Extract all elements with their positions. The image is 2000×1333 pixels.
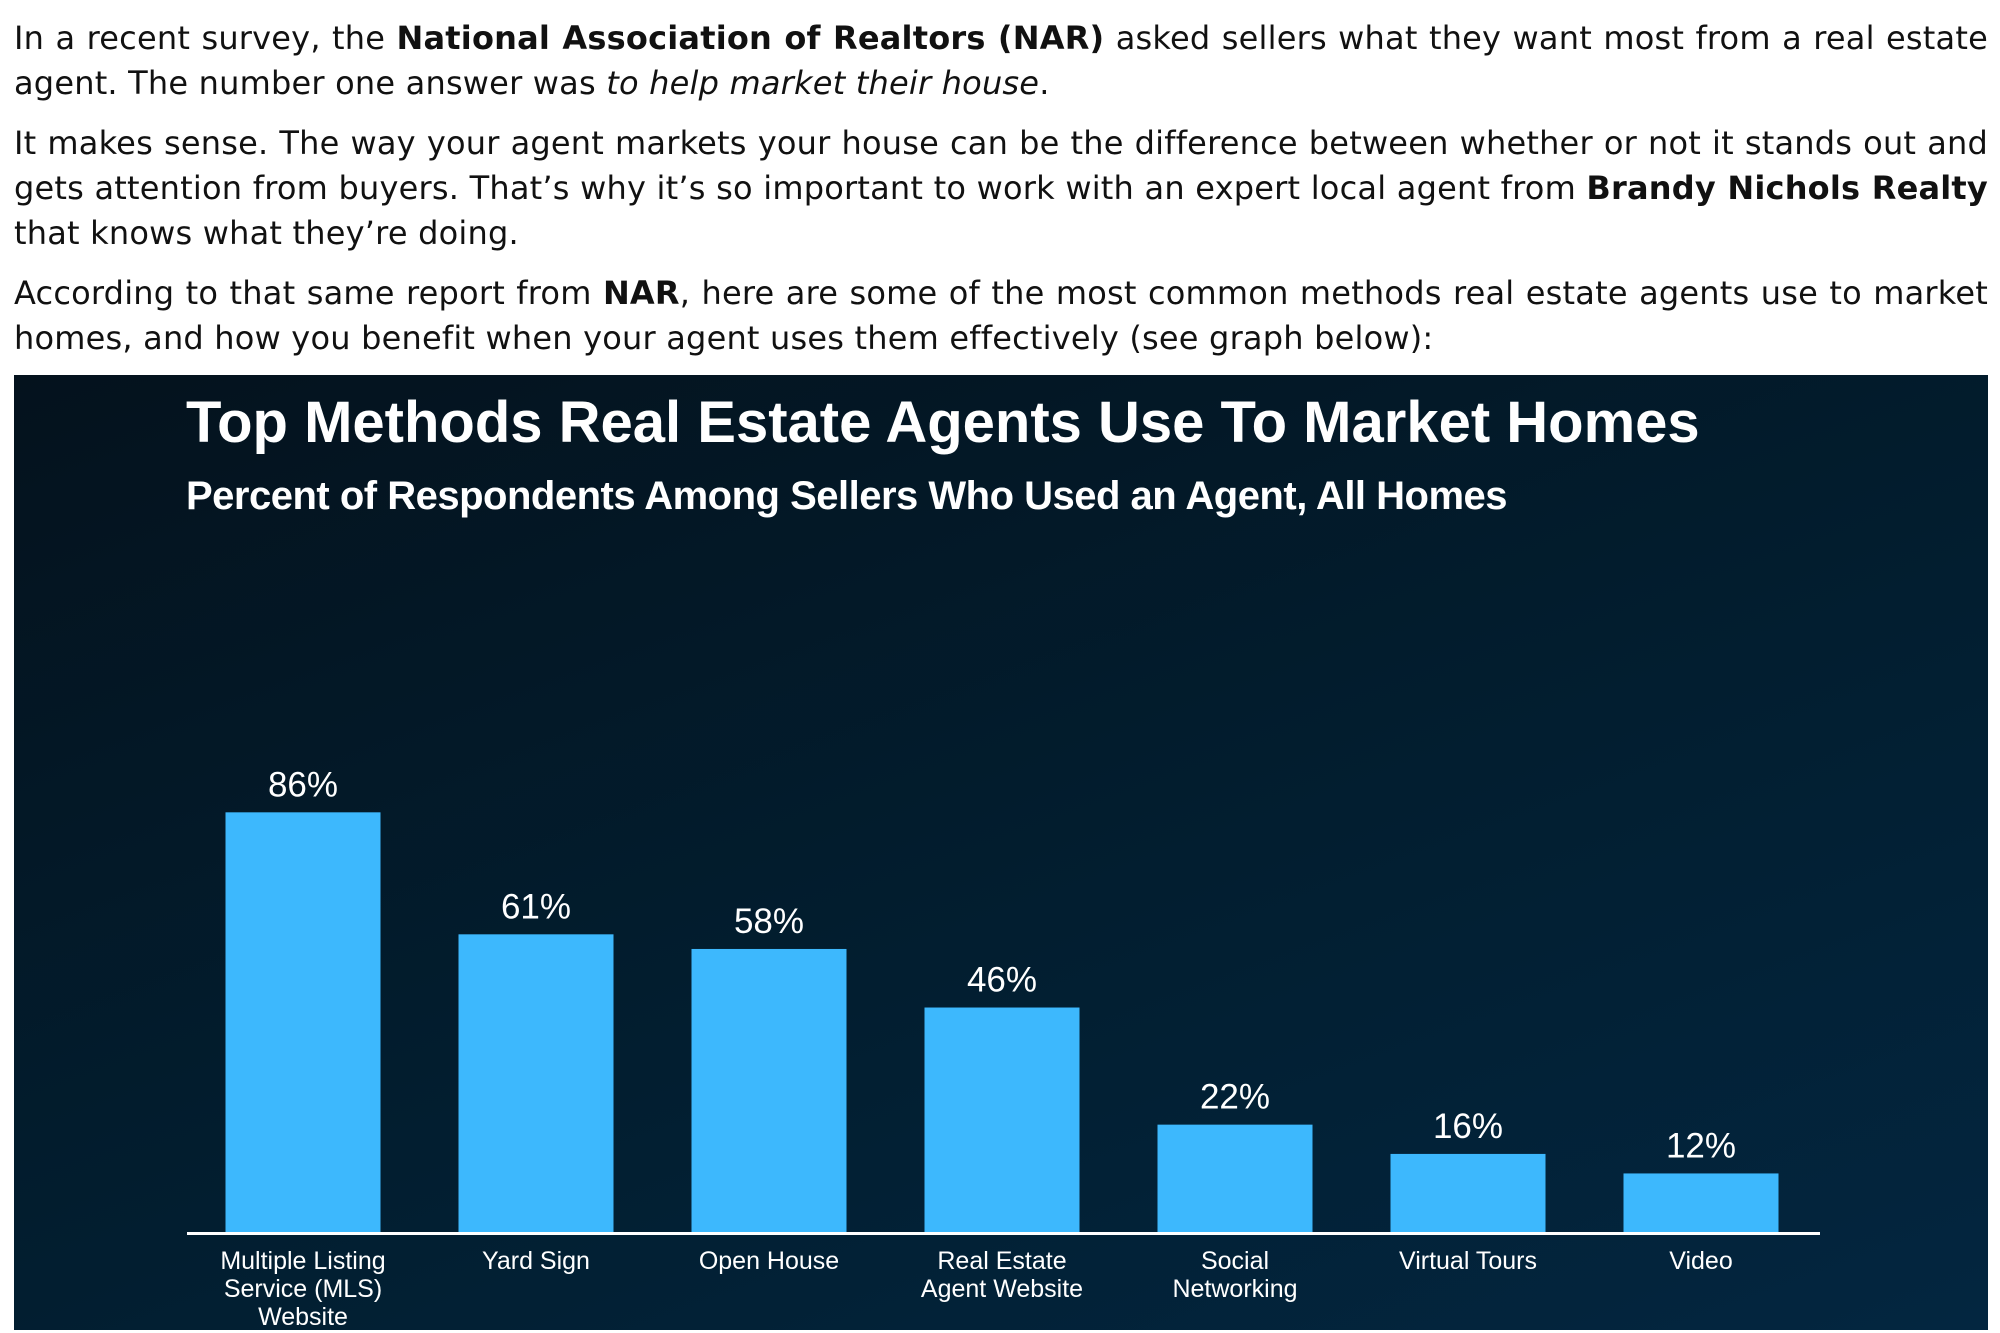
category-tick-label: Real Estate Agent Website — [921, 1247, 1083, 1303]
paragraph-2: It makes sense. The way your agent marke… — [14, 121, 1988, 256]
paragraph-2-text-a: It makes sense. The way your agent marke… — [14, 124, 1988, 207]
paragraph-1-text-c: . — [1039, 64, 1050, 102]
bar — [225, 812, 381, 1232]
paragraph-1: In a recent survey, the National Associa… — [14, 16, 1988, 106]
bar — [458, 934, 614, 1232]
bar-value-label: 46% — [967, 961, 1037, 1000]
category-tick-label: Video — [1669, 1247, 1733, 1275]
bar — [1390, 1153, 1546, 1232]
chart-title: Top Methods Real Estate Agents Use To Ma… — [186, 390, 1700, 455]
help-market-italic: to help market their house — [606, 64, 1040, 102]
category-tick-label: Yard Sign — [482, 1247, 590, 1275]
bar-value-label: 61% — [501, 887, 571, 926]
paragraph-3-text-b: , here are some of the most common metho… — [14, 274, 1989, 357]
article-body: In a recent survey, the National Associa… — [14, 16, 1988, 376]
paragraph-1-text-b: asked sellers what they want most from a… — [14, 19, 1988, 102]
nar-short-bold-text: NAR — [602, 274, 680, 312]
bar — [1623, 1173, 1779, 1232]
paragraph-3-text-a: According to that same report from — [14, 274, 603, 312]
category-tick-label: Social Networking — [1172, 1247, 1297, 1303]
bar — [924, 1007, 1080, 1232]
nar-bold-text: National Association of Realtors (NAR) — [396, 19, 1105, 57]
paragraph-3: According to that same report from NAR, … — [14, 271, 1988, 361]
bar — [691, 948, 847, 1232]
bar — [1157, 1124, 1313, 1232]
bar-value-label: 22% — [1200, 1078, 1270, 1117]
bar-value-label: 86% — [268, 765, 338, 804]
bar-chart: Top Methods Real Estate Agents Use To Ma… — [14, 375, 1988, 1330]
category-tick-label: Virtual Tours — [1399, 1247, 1537, 1275]
paragraph-1-text-a: In a recent survey, the — [14, 19, 397, 57]
brokerage-bold-text: Brandy Nichols Realty — [1586, 169, 1988, 207]
chart-subtitle: Percent of Respondents Among Sellers Who… — [186, 474, 1508, 518]
paragraph-2-text-b: that knows what they’re doing. — [14, 214, 519, 252]
chart-plot: 86% Multiple Listing Service (MLS) Website 6… — [187, 765, 1820, 1330]
bar-value-label: 16% — [1433, 1107, 1503, 1146]
category-tick-label: Multiple Listing Service (MLS) Website — [220, 1247, 385, 1330]
category-tick-label: Open House — [699, 1247, 839, 1275]
bar-value-label: 12% — [1666, 1126, 1736, 1165]
bar-value-label: 58% — [734, 902, 804, 941]
